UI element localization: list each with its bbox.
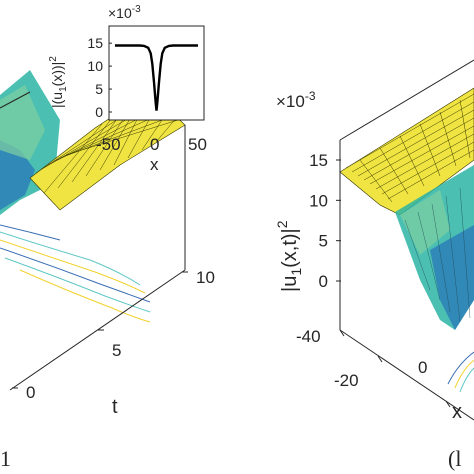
inset-y-tick-label: 15 bbox=[87, 35, 103, 51]
t-axis bbox=[12, 271, 188, 389]
right-panel-label: (l bbox=[448, 446, 461, 471]
right-panel: ×10-3 0 5 10 bbox=[274, 59, 474, 471]
left-surface-dip-dark bbox=[0, 140, 35, 210]
left-surface-dip-light bbox=[0, 85, 45, 160]
right-surface-dip-dark bbox=[430, 225, 474, 330]
right-z-ticks: 0 5 10 15 bbox=[309, 151, 341, 291]
left-panel: 10 5 0 t 1 bbox=[0, 70, 215, 471]
inset-y-tick-label: 5 bbox=[95, 81, 103, 97]
t-tick-label: 5 bbox=[112, 341, 121, 360]
right-z-axis-label: |u1(x,t)|2 bbox=[274, 220, 304, 292]
left-x-tick-label: -50 bbox=[96, 135, 121, 154]
right-x-axis bbox=[339, 329, 451, 408]
left-x-axis-label: x bbox=[150, 155, 159, 174]
inset-y-ticks: 0 5 10 15 bbox=[87, 35, 112, 120]
right-box bbox=[339, 59, 474, 421]
t-axis-label: t bbox=[112, 396, 118, 418]
right-z-tick-label: 5 bbox=[319, 232, 328, 251]
t-tick-label: 10 bbox=[196, 268, 215, 287]
right-surface-dip-light bbox=[400, 190, 450, 255]
inset-y-tick-label: 0 bbox=[95, 104, 103, 120]
right-multiplier: ×10-3 bbox=[276, 89, 316, 111]
inset-series-line bbox=[115, 44, 198, 111]
right-z-tick-label: 10 bbox=[309, 191, 328, 210]
right-x-tick-label: -20 bbox=[334, 371, 359, 390]
t-tick-label: 0 bbox=[26, 383, 35, 402]
right-z-tick-label: 0 bbox=[319, 272, 328, 291]
left-panel-label: 1 bbox=[0, 446, 11, 471]
left-x-tick-label: 50 bbox=[188, 135, 207, 154]
inset-y-axis-label: |(u1(x))|2 bbox=[48, 56, 69, 108]
left-x-axis: -50 0 50 x bbox=[96, 135, 207, 174]
right-surface-mesh bbox=[345, 93, 474, 203]
right-x-axis-label: x bbox=[452, 401, 462, 423]
inset-y-tick-label: 10 bbox=[87, 58, 103, 74]
right-contours bbox=[447, 351, 474, 393]
right-x-tick-label: -40 bbox=[296, 327, 321, 346]
left-contours bbox=[0, 224, 151, 323]
left-x-tick-label: 0 bbox=[150, 135, 159, 154]
right-x-tick-label: 0 bbox=[418, 358, 427, 377]
inset-multiplier: ×10-3 bbox=[108, 4, 141, 21]
left-box bbox=[0, 91, 186, 391]
right-z-tick-label: 15 bbox=[309, 151, 328, 170]
right-dip-mesh bbox=[404, 187, 471, 323]
inset-chart: ×10-3 0 5 10 15 |(u1(x))|2 bbox=[48, 4, 205, 121]
